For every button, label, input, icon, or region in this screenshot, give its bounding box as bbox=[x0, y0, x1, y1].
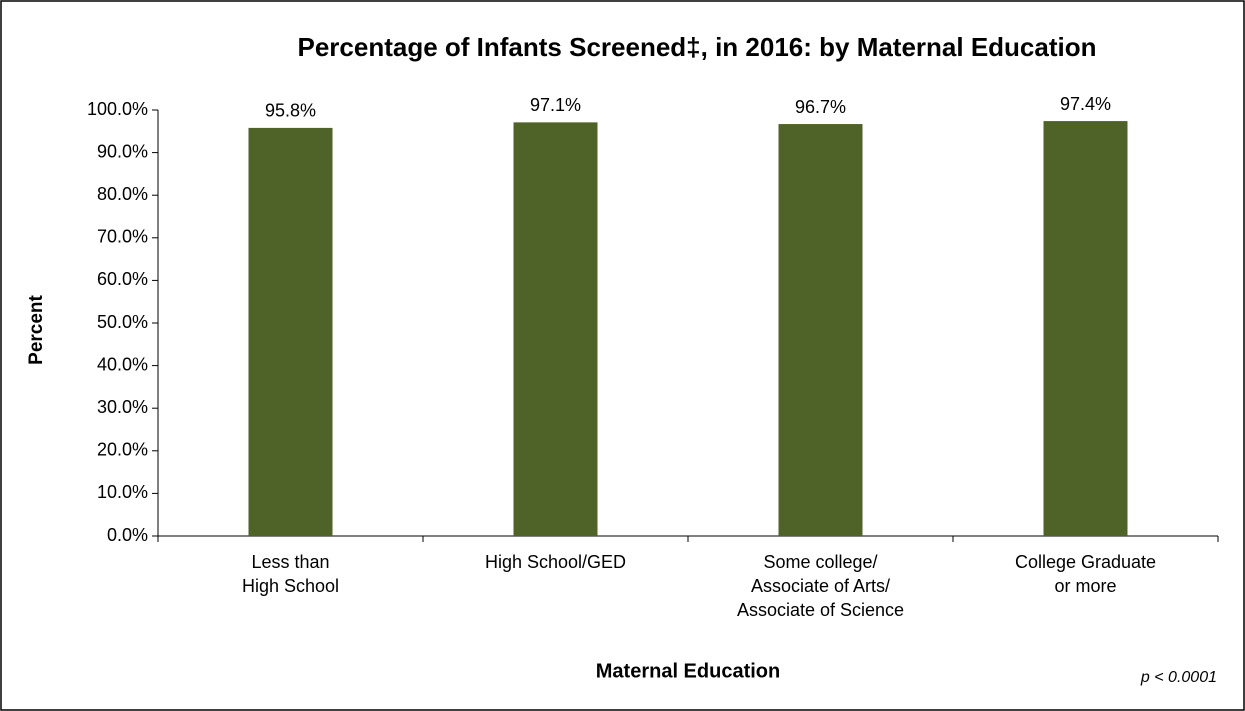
data-label: 97.4% bbox=[1060, 94, 1111, 114]
data-label: 96.7% bbox=[795, 97, 846, 117]
bar bbox=[513, 122, 598, 536]
y-tick-label: 40.0% bbox=[97, 354, 148, 374]
y-tick-label: 80.0% bbox=[97, 184, 148, 204]
y-tick-label: 10.0% bbox=[97, 482, 148, 502]
x-tick-label: High School/GED bbox=[484, 552, 627, 572]
y-tick-label: 60.0% bbox=[97, 269, 148, 289]
x-axis-label: Maternal Education bbox=[596, 660, 780, 682]
y-tick-label: 70.0% bbox=[97, 227, 148, 247]
bar bbox=[248, 127, 333, 536]
annotation: p < 0.0001 bbox=[1140, 669, 1217, 686]
x-tick-label: Some college/ Associate of Arts/ Associa… bbox=[736, 552, 905, 620]
x-tick-label: Less than High School bbox=[241, 552, 340, 596]
chart-title: Percentage of Infants Screened‡, in 2016… bbox=[297, 32, 1096, 62]
y-tick-label: 30.0% bbox=[97, 397, 148, 417]
y-tick-label: 100.0% bbox=[87, 99, 148, 119]
y-tick-label: 0.0% bbox=[107, 525, 148, 545]
bar bbox=[1043, 121, 1128, 537]
y-tick-label: 20.0% bbox=[97, 440, 148, 460]
y-tick-label: 90.0% bbox=[97, 141, 148, 161]
y-axis-label: Percent bbox=[26, 294, 47, 364]
data-label: 95.8% bbox=[265, 101, 316, 121]
x-tick-label: College Graduate or more bbox=[1014, 552, 1157, 596]
bar bbox=[778, 124, 863, 537]
data-label: 97.1% bbox=[530, 95, 581, 115]
y-tick-label: 50.0% bbox=[97, 312, 148, 332]
